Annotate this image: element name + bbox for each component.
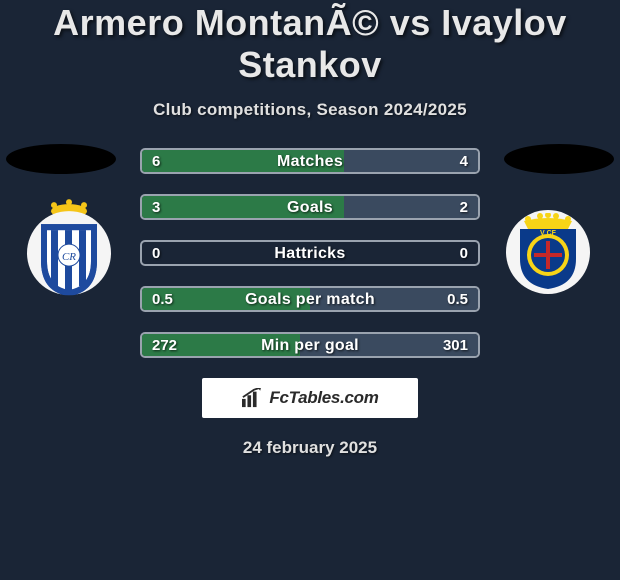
crest-right-icon: V CF	[512, 213, 584, 291]
chart-icon	[241, 388, 263, 408]
subtitle: Club competitions, Season 2024/2025	[0, 100, 620, 120]
club-crest-left: CR	[24, 204, 114, 294]
stat-label: Goals	[142, 196, 478, 220]
club-crest-right: V CF	[506, 204, 596, 294]
stat-row: 00Hattricks	[140, 240, 480, 266]
stat-bar: 00Hattricks	[140, 240, 480, 266]
shadow-ellipse-right	[504, 144, 614, 174]
attribution-box: FcTables.com	[202, 378, 418, 418]
stat-bar: 272301Min per goal	[140, 332, 480, 358]
stats-list: 64Matches 32Goals 00Hattricks 0.50.5Goals p…	[140, 148, 480, 358]
stat-bar: 32Goals	[140, 194, 480, 220]
date-text: 24 february 2025	[0, 438, 620, 458]
shadow-ellipse-left	[6, 144, 116, 174]
stat-row: 272301Min per goal	[140, 332, 480, 358]
stat-label: Matches	[142, 150, 478, 174]
svg-text:V CF: V CF	[540, 230, 557, 237]
comparison-infographic: Armero MontanÃ© vs Ivaylov Stankov Club …	[0, 0, 620, 580]
stat-row: 64Matches	[140, 148, 480, 174]
stat-row: 32Goals	[140, 194, 480, 220]
page-title: Armero MontanÃ© vs Ivaylov Stankov	[0, 2, 620, 86]
main-area: CR	[0, 148, 620, 458]
stat-label: Hattricks	[142, 242, 478, 266]
crest-left-icon: CR	[24, 199, 114, 295]
stat-label: Min per goal	[142, 334, 478, 358]
stat-bar: 0.50.5Goals per match	[140, 286, 480, 312]
svg-text:CR: CR	[62, 251, 76, 263]
stat-row: 0.50.5Goals per match	[140, 286, 480, 312]
stat-label: Goals per match	[142, 288, 478, 312]
attribution-text: FcTables.com	[269, 388, 378, 408]
stat-bar: 64Matches	[140, 148, 480, 174]
